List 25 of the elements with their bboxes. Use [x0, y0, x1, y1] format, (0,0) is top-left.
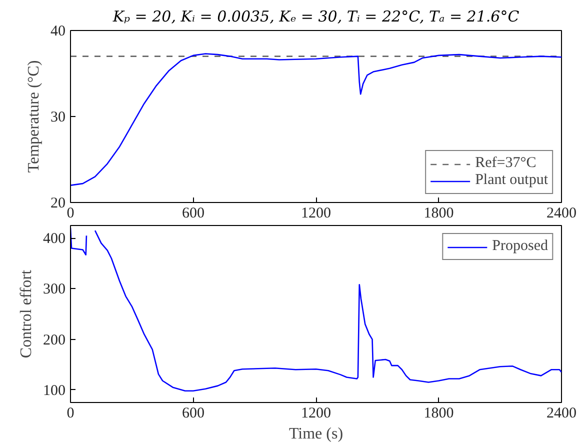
- x-tick-label: 2400: [546, 206, 576, 222]
- x-tick-label: 2400: [546, 406, 576, 422]
- chart-title: Kₚ = 20, Kᵢ = 0.0035, Kₑ = 30, Tᵢ = 22°C, Tₐ = 21.6°C: [112, 8, 520, 26]
- x-tick-label: 1800: [424, 206, 454, 222]
- x-tick-label: 1200: [301, 406, 331, 422]
- legend-label: Proposed: [492, 238, 548, 255]
- y-tick-label: 40: [50, 24, 66, 40]
- x-tick-label: 0: [66, 406, 74, 422]
- x-tick-label: 0: [66, 206, 74, 222]
- line-series: [70, 53, 562, 186]
- y-tick-label: 30: [50, 110, 66, 126]
- y-tick-label: 20: [50, 196, 66, 212]
- y-axis-title: Control effort: [18, 269, 35, 358]
- y-axis-title: Temperature (°C): [26, 60, 42, 173]
- y-tick-label: 400: [43, 231, 66, 248]
- x-axis-title: Time (s): [288, 426, 344, 442]
- legend-label: Ref=37°C: [475, 155, 536, 172]
- y-tick-label: 200: [43, 332, 66, 348]
- x-tick-label: 1200: [301, 206, 331, 222]
- y-tick-label: 100: [43, 382, 66, 399]
- y-tick-label: 300: [43, 282, 66, 298]
- x-tick-label: 600: [182, 206, 204, 222]
- x-tick-label: 1800: [424, 406, 454, 422]
- legend-label: Plant output: [475, 172, 548, 189]
- x-tick-label: 600: [182, 406, 204, 422]
